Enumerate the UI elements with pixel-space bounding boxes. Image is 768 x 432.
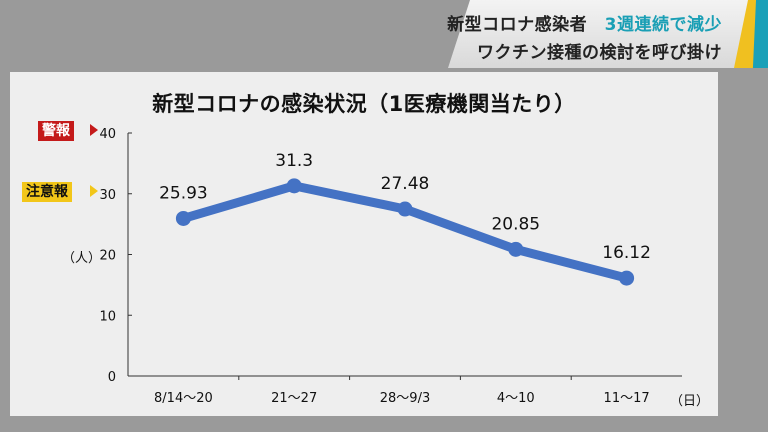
x-tick-label: 28～9/3: [380, 391, 430, 406]
data-label: 25.93: [159, 183, 208, 203]
y-tick-label: 10: [99, 309, 116, 324]
data-point: [175, 210, 191, 226]
warning-arrow-icon: [90, 124, 98, 136]
y-tick-label: 0: [108, 370, 116, 385]
caution-level-badge: 注意報: [22, 182, 72, 202]
x-axis-unit: （日）: [670, 394, 710, 409]
data-label: 16.12: [602, 243, 651, 263]
data-point: [508, 241, 524, 257]
caption-headline: 新型コロナ感染者 3週連続で減少: [447, 10, 722, 35]
news-caption: [448, 0, 768, 68]
x-tick-label: 4～10: [497, 391, 535, 406]
caution-arrow-icon: [90, 185, 98, 197]
y-tick-label: 40: [99, 127, 116, 142]
caption-headline-main: 新型コロナ感染者: [447, 15, 588, 35]
data-label: 27.48: [381, 174, 430, 194]
y-tick-label: 30: [99, 188, 116, 203]
x-tick-label: 11～17: [604, 391, 650, 406]
caption-headline-accent: 3週連続で減少: [604, 15, 722, 35]
data-label: 31.3: [275, 151, 313, 171]
caption-subline: ワクチン接種の検討を呼び掛け: [477, 43, 722, 63]
series-line: [178, 181, 632, 283]
data-point: [286, 178, 302, 194]
data-point: [619, 270, 635, 286]
x-tick-label: 21～27: [271, 391, 317, 406]
y-tick-label: 20: [99, 249, 116, 264]
y-axis-unit: （人）: [62, 251, 102, 266]
x-tick-label: 8/14～20: [154, 391, 213, 406]
chart-title: 新型コロナの感染状況（1医療機関当たり）: [152, 92, 576, 116]
warning-level-badge: 警報: [38, 121, 74, 141]
data-label: 20.85: [491, 214, 540, 234]
data-point: [397, 201, 413, 217]
